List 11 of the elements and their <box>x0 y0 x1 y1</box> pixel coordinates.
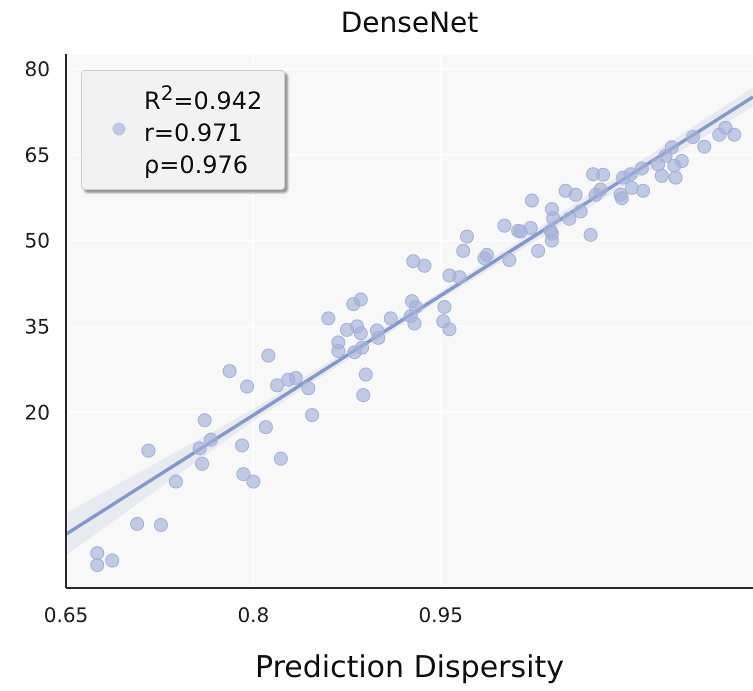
y-tick-label: 80 <box>24 56 50 81</box>
x-tick-label: 0.65 <box>44 603 88 628</box>
y-tick-label: 65 <box>24 142 50 167</box>
y-tick-label: 20 <box>24 400 50 424</box>
y-tick-label: 35 <box>24 314 50 339</box>
x-tick-label: 0.8 <box>237 603 270 628</box>
y-tick-label: 50 <box>24 228 50 253</box>
legend-label: R$^{2}$=0.942 r=0.971 ρ=0.976 <box>144 80 262 181</box>
x-axis-title: Prediction Dispersity <box>255 650 564 685</box>
x-tick-label: 0.95 <box>418 603 463 628</box>
chart-title: DenseNet <box>340 6 480 39</box>
